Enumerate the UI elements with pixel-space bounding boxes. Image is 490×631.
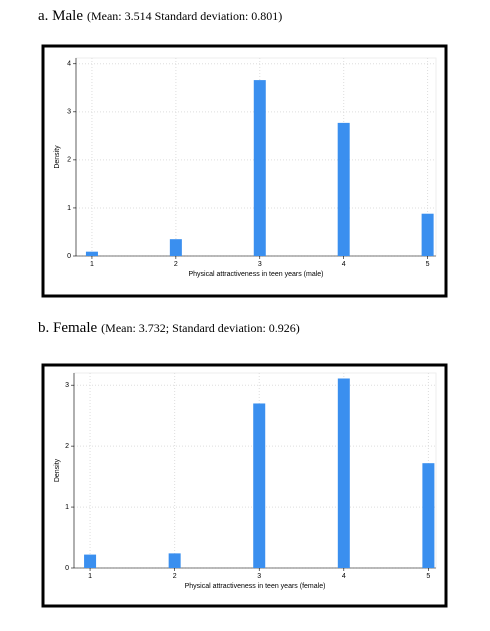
y-tick-label: 2 — [65, 443, 69, 450]
bar — [253, 403, 266, 568]
x-axis-label: Physical attractiveness in teen years (f… — [185, 583, 326, 590]
x-tick-label: 5 — [426, 261, 430, 268]
x-tick-label: 4 — [342, 261, 346, 268]
title-main: b. Female — [38, 320, 97, 336]
y-tick-label: 1 — [65, 504, 69, 511]
bar — [422, 463, 435, 568]
x-axis-label: Physical attractiveness in teen years (m… — [189, 271, 324, 278]
y-tick-label: 0 — [67, 253, 71, 260]
bar — [85, 251, 98, 256]
bar — [169, 239, 182, 256]
x-tick-label: 3 — [258, 261, 262, 268]
y-tick-label: 3 — [65, 382, 69, 389]
x-tick-label: 3 — [257, 573, 261, 580]
x-tick-label: 1 — [88, 573, 92, 580]
bar — [253, 80, 266, 256]
bar — [337, 122, 350, 257]
bar — [337, 378, 350, 568]
bar — [421, 213, 434, 256]
chart-title: a. Male (Mean: 3.514 Standard deviation: … — [38, 8, 282, 24]
title-stats: (Mean: 3.732; Standard deviation: 0.926) — [101, 321, 300, 335]
y-tick-label: 1 — [67, 205, 71, 212]
title-stats: (Mean: 3.514 Standard deviation: 0.801) — [87, 9, 282, 23]
x-tick-label: 2 — [173, 573, 177, 580]
y-tick-label: 4 — [67, 61, 71, 68]
y-tick-label: 2 — [67, 157, 71, 164]
x-tick-label: 1 — [90, 261, 94, 268]
y-axis-label: Density — [54, 458, 61, 482]
chart-title: b. Female (Mean: 3.732; Standard deviatio… — [38, 320, 300, 336]
y-tick-label: 0 — [65, 565, 69, 572]
y-axis-label: Density — [54, 145, 61, 169]
x-tick-label: 5 — [426, 573, 430, 580]
title-main: a. Male — [38, 8, 83, 24]
y-tick-label: 3 — [67, 109, 71, 116]
bar — [84, 554, 97, 568]
x-tick-label: 4 — [342, 573, 346, 580]
bar — [168, 553, 181, 568]
x-tick-label: 2 — [174, 261, 178, 268]
